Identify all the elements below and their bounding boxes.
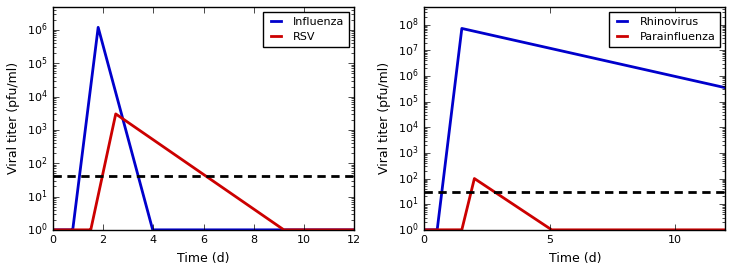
Line: Influenza: Influenza <box>53 27 354 230</box>
Influenza <box>94 26 102 29</box>
Line: Parainfluenza: Parainfluenza <box>424 178 725 230</box>
RSV <box>312 228 321 231</box>
Parainfluenza <box>548 228 557 231</box>
RSV <box>83 228 92 231</box>
Y-axis label: Viral titer (pfu/ml): Viral titer (pfu/ml) <box>378 62 391 174</box>
Parainfluenza <box>535 220 544 224</box>
RSV <box>111 112 120 116</box>
RSV <box>344 228 353 231</box>
Rhinovirus <box>715 85 724 88</box>
Parainfluenza <box>472 178 481 182</box>
RSV <box>48 228 57 231</box>
Influenza <box>101 52 110 55</box>
Parainfluenza <box>715 228 724 231</box>
Influenza <box>350 228 359 231</box>
Y-axis label: Viral titer (pfu/ml): Viral titer (pfu/ml) <box>7 62 20 174</box>
Parainfluenza <box>419 228 428 231</box>
RSV <box>177 158 186 161</box>
Influenza <box>312 228 321 231</box>
Parainfluenza <box>470 177 479 180</box>
Rhinovirus <box>548 47 557 51</box>
Parainfluenza <box>683 228 692 231</box>
Legend: Rhinovirus, Parainfluenza: Rhinovirus, Parainfluenza <box>610 12 720 47</box>
X-axis label: Time (d): Time (d) <box>548 252 601 265</box>
Parainfluenza <box>721 228 730 231</box>
Influenza <box>344 228 353 231</box>
Rhinovirus <box>535 44 544 48</box>
Rhinovirus <box>683 78 692 81</box>
Line: Rhinovirus: Rhinovirus <box>424 29 725 230</box>
Line: RSV: RSV <box>53 114 354 230</box>
Influenza <box>83 112 92 115</box>
Rhinovirus <box>472 30 481 33</box>
Rhinovirus <box>721 86 730 89</box>
X-axis label: Time (d): Time (d) <box>177 252 230 265</box>
Rhinovirus <box>419 228 428 231</box>
Influenza <box>48 228 57 231</box>
Legend: Influenza, RSV: Influenza, RSV <box>263 12 348 47</box>
Influenza <box>164 228 173 231</box>
Parainfluenza <box>454 228 463 231</box>
RSV <box>101 161 110 165</box>
RSV <box>164 149 173 152</box>
Influenza <box>177 228 186 231</box>
Rhinovirus <box>458 27 466 30</box>
Rhinovirus <box>454 54 463 57</box>
RSV <box>350 228 359 231</box>
